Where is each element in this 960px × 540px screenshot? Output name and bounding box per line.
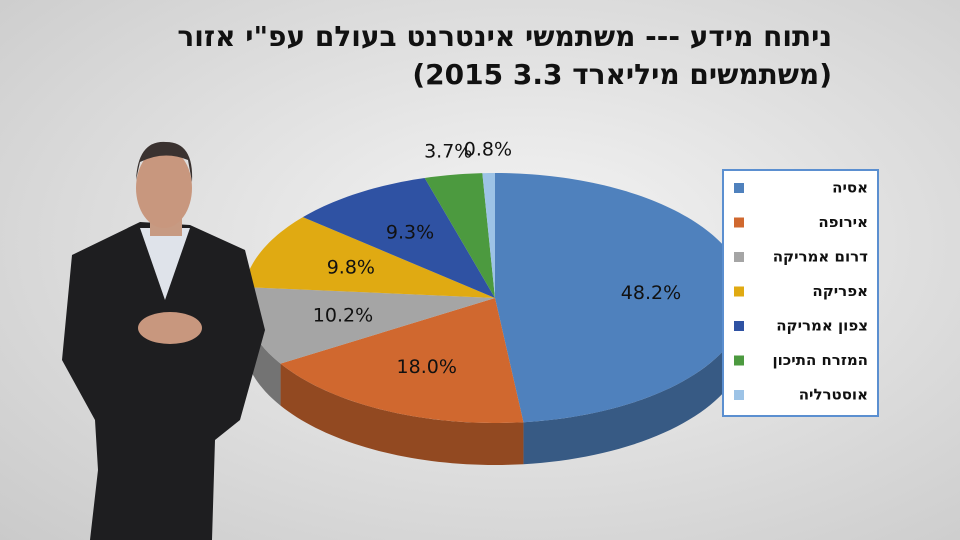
slice: [424, 173, 495, 298]
legend-swatch: [734, 390, 744, 400]
slice: [302, 177, 495, 298]
legend-swatch: [734, 183, 744, 193]
presenter-hair: [136, 141, 193, 182]
slice-side: [280, 363, 524, 465]
legend-swatch: [734, 252, 744, 262]
legend-swatch: [734, 286, 744, 297]
legend-swatch: [734, 355, 744, 366]
chart-subtitle: (משתמשים מיליארד 3.3 2015): [412, 58, 832, 91]
legend-label: המזרח התיכון: [773, 351, 869, 369]
slice-side: [243, 298, 281, 406]
slice: [243, 287, 495, 364]
pie-chart: 48.2% 18.0% 10.2% 9.8% 9.3% 3.7%0.8%: [243, 139, 747, 465]
legend: אסיה אירופה דרום אמריקה אפריקה צפון אמריקה המ…: [734, 179, 868, 404]
data-label: 9.8%: [327, 257, 375, 279]
presenter-hands: [138, 312, 202, 344]
slice: [495, 173, 747, 423]
chart-title: ניתוח מידע --- משתמשי אינטרנט בעולם עפ"י…: [177, 20, 832, 53]
legend-swatch: [734, 217, 744, 228]
data-label: 10.2%: [313, 304, 373, 326]
data-label: 9.3%: [386, 221, 434, 243]
legend-label: אירופה: [818, 213, 868, 231]
slice: [482, 173, 495, 298]
data-label: 3.7%: [424, 140, 472, 162]
presenter-head: [136, 148, 192, 228]
legend-label: אוסטרליה: [799, 386, 868, 404]
presenter: [62, 141, 265, 540]
presenter-jacket: [62, 222, 265, 540]
legend-label: דרום אמריקה: [773, 248, 868, 266]
legend-label: אסיה: [832, 179, 868, 197]
legend-label: צפון אמריקה: [776, 317, 868, 335]
slice: [280, 298, 524, 423]
legend-box: [722, 169, 879, 417]
legend-label: אפריקה: [812, 282, 868, 300]
slice-side: [523, 298, 747, 465]
data-label: 48.2%: [621, 282, 681, 304]
data-label: 0.8%: [464, 139, 512, 161]
slice: [243, 217, 495, 298]
legend-swatch: [734, 321, 744, 331]
data-label: 18.0%: [397, 356, 457, 378]
presenter-shirt: [140, 228, 190, 300]
